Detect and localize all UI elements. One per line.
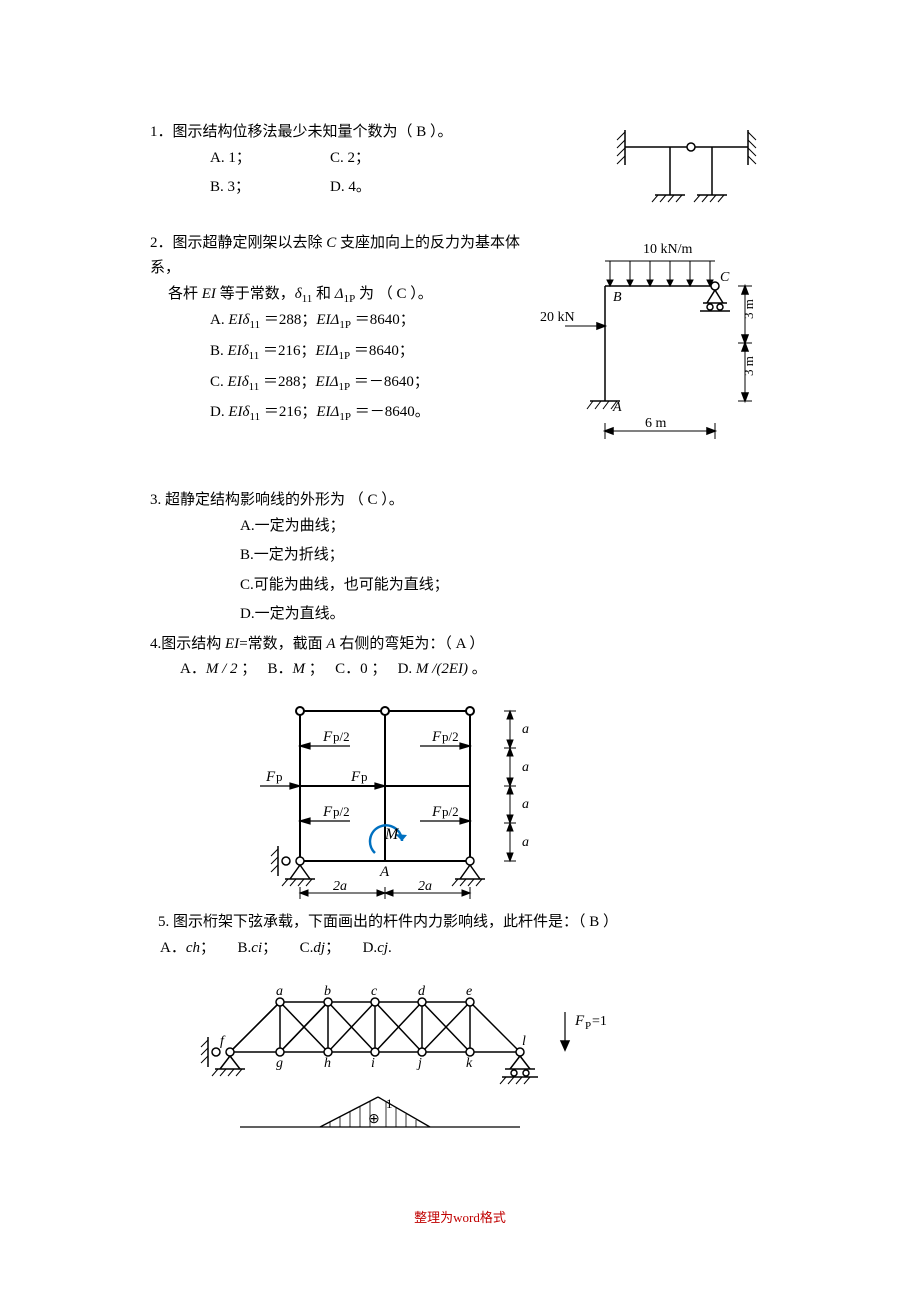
svg-text:p/2: p/2 bbox=[442, 729, 459, 744]
question-2: 2．图示超静定刚架以去除 C 支座加向上的反力为基本体系， 各杆 EI 等于常数… bbox=[150, 231, 770, 471]
svg-text:g: g bbox=[276, 1056, 283, 1071]
q2-opt-a: A. EIδ11 ＝288；EIΔ1P ＝8640； bbox=[210, 308, 535, 335]
q2-l1a: 2．图示超静定刚架以去除 bbox=[150, 235, 326, 251]
svg-text:a: a bbox=[522, 722, 529, 737]
q2-diagram: 10 kN/m 20 kN B C A 6 m 3 m 3 m bbox=[535, 231, 770, 471]
question-5: 5. 图示桁架下弦承载，下面画出的杆件内力影响线，此杆件是：（ B ） A．ch… bbox=[150, 910, 770, 1147]
svg-text:p: p bbox=[276, 769, 283, 784]
q3-opt-b: B.一定为折线； bbox=[240, 543, 770, 569]
svg-text:A: A bbox=[379, 864, 390, 880]
q1-opt-c: C. 2； bbox=[330, 150, 370, 166]
svg-text:f: f bbox=[220, 1034, 226, 1049]
q2-l2d: 为 （ C ）。 bbox=[355, 286, 433, 302]
svg-text:p/2: p/2 bbox=[333, 729, 350, 744]
q2-D1Ps: 1P bbox=[344, 293, 356, 305]
svg-text:F: F bbox=[431, 804, 442, 820]
q2-EI: EI bbox=[202, 286, 216, 302]
q5-diagram: a b c d e f g h i j k l FP=1 1 ⊕ bbox=[150, 967, 770, 1147]
q2-stem-line1: 2．图示超静定刚架以去除 C 支座加向上的反力为基本体系， bbox=[150, 231, 535, 282]
svg-text:1: 1 bbox=[386, 1096, 393, 1111]
q1-diagram bbox=[600, 120, 770, 225]
q2-text-block: 2．图示超静定刚架以去除 C 支座加向上的反力为基本体系， 各杆 EI 等于常数… bbox=[150, 231, 535, 431]
q3-stem: 3. 超静定结构影响线的外形为 （ C ）。 bbox=[150, 488, 770, 514]
q2-opt-b: B. EIδ11 ＝216；EIΔ1P ＝8640； bbox=[210, 339, 535, 366]
svg-text:l: l bbox=[522, 1034, 526, 1049]
q2-l2c: 和 bbox=[312, 286, 335, 302]
svg-text:P: P bbox=[585, 1020, 591, 1032]
svg-text:c: c bbox=[371, 984, 378, 999]
q5-stem: 5. 图示桁架下弦承载，下面画出的杆件内力影响线，此杆件是：（ B ） bbox=[150, 910, 770, 936]
q4-options: A．M / 2 ； B．M ； C．0 ； D. M /(2EI) 。 bbox=[150, 657, 770, 683]
svg-text:F: F bbox=[431, 729, 442, 745]
q5-options: A．ch； B.ci； C.dj； D.cj. bbox=[150, 936, 770, 962]
svg-text:i: i bbox=[371, 1056, 375, 1071]
q1-text-block: 1．图示结构位移法最少未知量个数为（ B ）。 A. 1；C. 2； B. 3；… bbox=[150, 120, 600, 205]
svg-text:2a: 2a bbox=[418, 879, 432, 894]
q2-C: C bbox=[326, 235, 336, 251]
q3-options: A.一定为曲线； B.一定为折线； C.可能为曲线，也可能为直线； D.一定为直… bbox=[150, 514, 770, 628]
q1-opt-b: B. 3； bbox=[210, 175, 330, 201]
q4-diagram: Fp/2 Fp/2 Fp Fp Fp/2 Fp/2 M A a a a a bbox=[150, 691, 770, 911]
svg-text:F: F bbox=[322, 804, 333, 820]
q3-opt-c: C.可能为曲线，也可能为直线； bbox=[240, 573, 770, 599]
svg-text:2a: 2a bbox=[333, 879, 347, 894]
q2-l2b: 等于常数， bbox=[216, 286, 295, 302]
svg-text:b: b bbox=[324, 984, 331, 999]
page-footer: 整理为word格式 bbox=[150, 1207, 770, 1229]
svg-text:a: a bbox=[522, 760, 529, 775]
q2-stem-line2: 各杆 EI 等于常数，δ11 和 Δ1P 为 （ C ）。 bbox=[150, 282, 535, 309]
svg-text:a: a bbox=[276, 984, 283, 999]
svg-text:d: d bbox=[418, 984, 426, 999]
q2-opt-d: D. EIδ11 ＝216；EIΔ1P ＝－8640。 bbox=[210, 400, 535, 427]
svg-text:F: F bbox=[265, 769, 276, 785]
q2-opt-c: C. EIδ11 ＝288；EIΔ1P ＝－8640； bbox=[210, 370, 535, 397]
svg-text:a: a bbox=[522, 797, 529, 812]
q2-dim-r1: 3 m bbox=[741, 299, 756, 319]
q2-dim-bot: 6 m bbox=[645, 416, 667, 431]
svg-text:=1: =1 bbox=[592, 1014, 607, 1029]
svg-text:p/2: p/2 bbox=[333, 804, 350, 819]
q2-dim-r2: 3 m bbox=[741, 356, 756, 376]
q1-opt-a: A. 1； bbox=[210, 146, 330, 172]
svg-text:a: a bbox=[522, 835, 529, 850]
q3-opt-a: A.一定为曲线； bbox=[240, 514, 770, 540]
svg-text:k: k bbox=[466, 1056, 473, 1071]
svg-text:p/2: p/2 bbox=[442, 804, 459, 819]
svg-text:F: F bbox=[574, 1013, 585, 1029]
q2-l2a: 各杆 bbox=[168, 286, 202, 302]
q2-load-left: 20 kN bbox=[540, 310, 575, 325]
svg-text:F: F bbox=[322, 729, 333, 745]
svg-text:j: j bbox=[416, 1056, 422, 1071]
q1-stem: 1．图示结构位移法最少未知量个数为（ B ）。 bbox=[150, 120, 600, 146]
svg-text:⊕: ⊕ bbox=[368, 1112, 380, 1127]
q1-opt-d: D. 4。 bbox=[330, 179, 371, 195]
q2-options: A. EIδ11 ＝288；EIΔ1P ＝8640； B. EIδ11 ＝216… bbox=[150, 308, 535, 427]
svg-text:p: p bbox=[361, 769, 368, 784]
q2-d11s: 11 bbox=[302, 293, 313, 305]
q2-B: B bbox=[613, 290, 622, 305]
svg-text:e: e bbox=[466, 984, 472, 999]
q1-options: A. 1；C. 2； B. 3；D. 4。 bbox=[150, 146, 600, 201]
q2-A: A bbox=[612, 400, 622, 415]
q2-D1P: Δ bbox=[335, 286, 344, 302]
question-4: 4.图示结构 EI=常数，截面 A 右侧的弯矩为：（ A ） A．M / 2 ；… bbox=[150, 632, 770, 911]
q3-opt-d: D.一定为直线。 bbox=[240, 602, 770, 628]
svg-text:M: M bbox=[384, 826, 400, 843]
svg-text:h: h bbox=[324, 1056, 331, 1071]
svg-text:F: F bbox=[350, 769, 361, 785]
q2-d11: δ bbox=[295, 286, 302, 302]
question-1: 1．图示结构位移法最少未知量个数为（ B ）。 A. 1；C. 2； B. 3；… bbox=[150, 120, 770, 225]
q2-Clabel: C bbox=[720, 270, 730, 285]
q4-stem: 4.图示结构 EI=常数，截面 A 右侧的弯矩为：（ A ） bbox=[150, 632, 770, 658]
q2-load-top: 10 kN/m bbox=[643, 242, 693, 257]
question-3: 3. 超静定结构影响线的外形为 （ C ）。 A.一定为曲线； B.一定为折线；… bbox=[150, 488, 770, 628]
